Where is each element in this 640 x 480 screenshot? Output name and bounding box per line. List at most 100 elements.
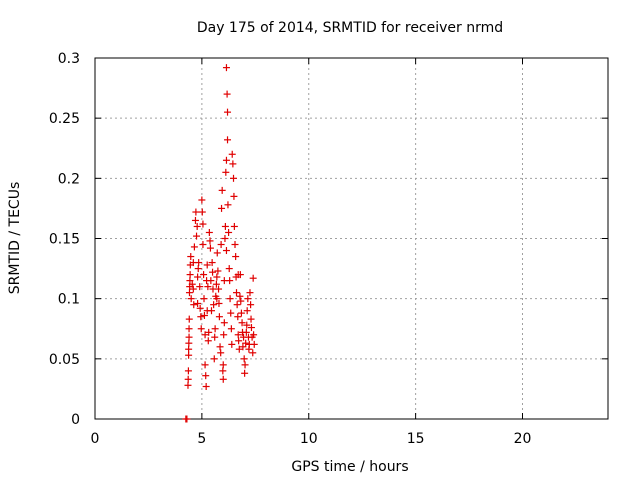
data-point [187,253,195,261]
data-point [239,343,247,351]
data-point [186,277,194,285]
data-point [247,301,255,309]
data-point [223,90,231,98]
data-point [190,243,198,251]
x-tick-label: 20 [514,431,532,447]
data-point [204,337,212,345]
data-point [206,244,214,252]
data-point [185,351,193,359]
y-tick-label: 0.2 [58,171,80,187]
data-point [208,259,216,267]
data-point [233,301,241,309]
data-point [217,241,225,249]
data-point [220,319,228,327]
data-point [188,280,196,288]
data-point [196,304,204,312]
data-point [237,309,245,317]
data-point [189,259,197,267]
data-point [235,337,243,345]
data-point [210,355,218,363]
data-point [241,361,249,369]
data-point [249,349,257,357]
data-point [198,196,206,204]
data-point [219,361,227,369]
data-point [190,301,198,309]
data-point [242,339,250,347]
data-point [189,285,197,293]
data-point [242,328,250,336]
data-point [199,241,207,249]
data-point [222,64,230,72]
data-point [244,295,252,303]
data-point [234,271,242,279]
y-tick-label: 0 [71,412,80,428]
data-point [222,168,230,176]
data-point [211,325,219,333]
data-point [206,237,214,245]
data-point [219,367,227,375]
data-point [214,267,222,275]
data-point [210,301,218,309]
data-point [232,253,240,261]
data-point [205,228,213,236]
data-point [230,222,238,230]
data-point [217,349,225,357]
x-tick-label: 15 [407,431,425,447]
data-point [224,136,232,144]
y-tick-label: 0.3 [58,51,80,67]
data-point [224,201,232,209]
data-point [185,345,193,353]
data-point [234,331,242,339]
data-point [193,232,201,240]
data-point [238,319,246,327]
data-point [203,307,211,315]
data-point [224,108,232,116]
data-point [222,156,230,164]
data-point [186,271,194,279]
data-point [221,222,229,230]
data-point [222,247,230,255]
data-point [187,295,195,303]
data-point [236,292,244,300]
data-point [225,265,233,273]
data-point [197,325,205,333]
data-point [185,325,193,333]
data-point [231,241,239,249]
data-point [247,324,255,332]
data-point [201,361,209,369]
data-point [215,313,223,321]
data-point [184,381,192,389]
data-point [226,277,234,285]
data-point [227,325,235,333]
data-point [203,261,211,269]
data-point [228,150,236,158]
data-point [228,340,236,348]
data-point [218,186,226,194]
data-point [185,315,193,323]
data-points [182,64,258,423]
data-point [184,375,192,383]
data-point [194,265,202,273]
x-tick-label: 10 [300,431,318,447]
data-point [212,280,220,288]
data-point [184,367,192,375]
data-point [192,208,200,216]
data-point [229,160,237,168]
data-point [185,289,193,297]
y-tick-label: 0.15 [49,232,80,248]
data-point [230,174,238,182]
data-point [213,295,221,303]
data-point [220,331,228,339]
data-point [213,273,221,281]
data-point [250,340,258,348]
data-point [243,321,251,329]
grid [95,58,608,419]
data-point [202,372,210,380]
data-point [191,216,199,224]
data-point [204,283,212,291]
data-point [237,297,245,305]
data-point [213,249,221,257]
data-point [185,333,193,341]
